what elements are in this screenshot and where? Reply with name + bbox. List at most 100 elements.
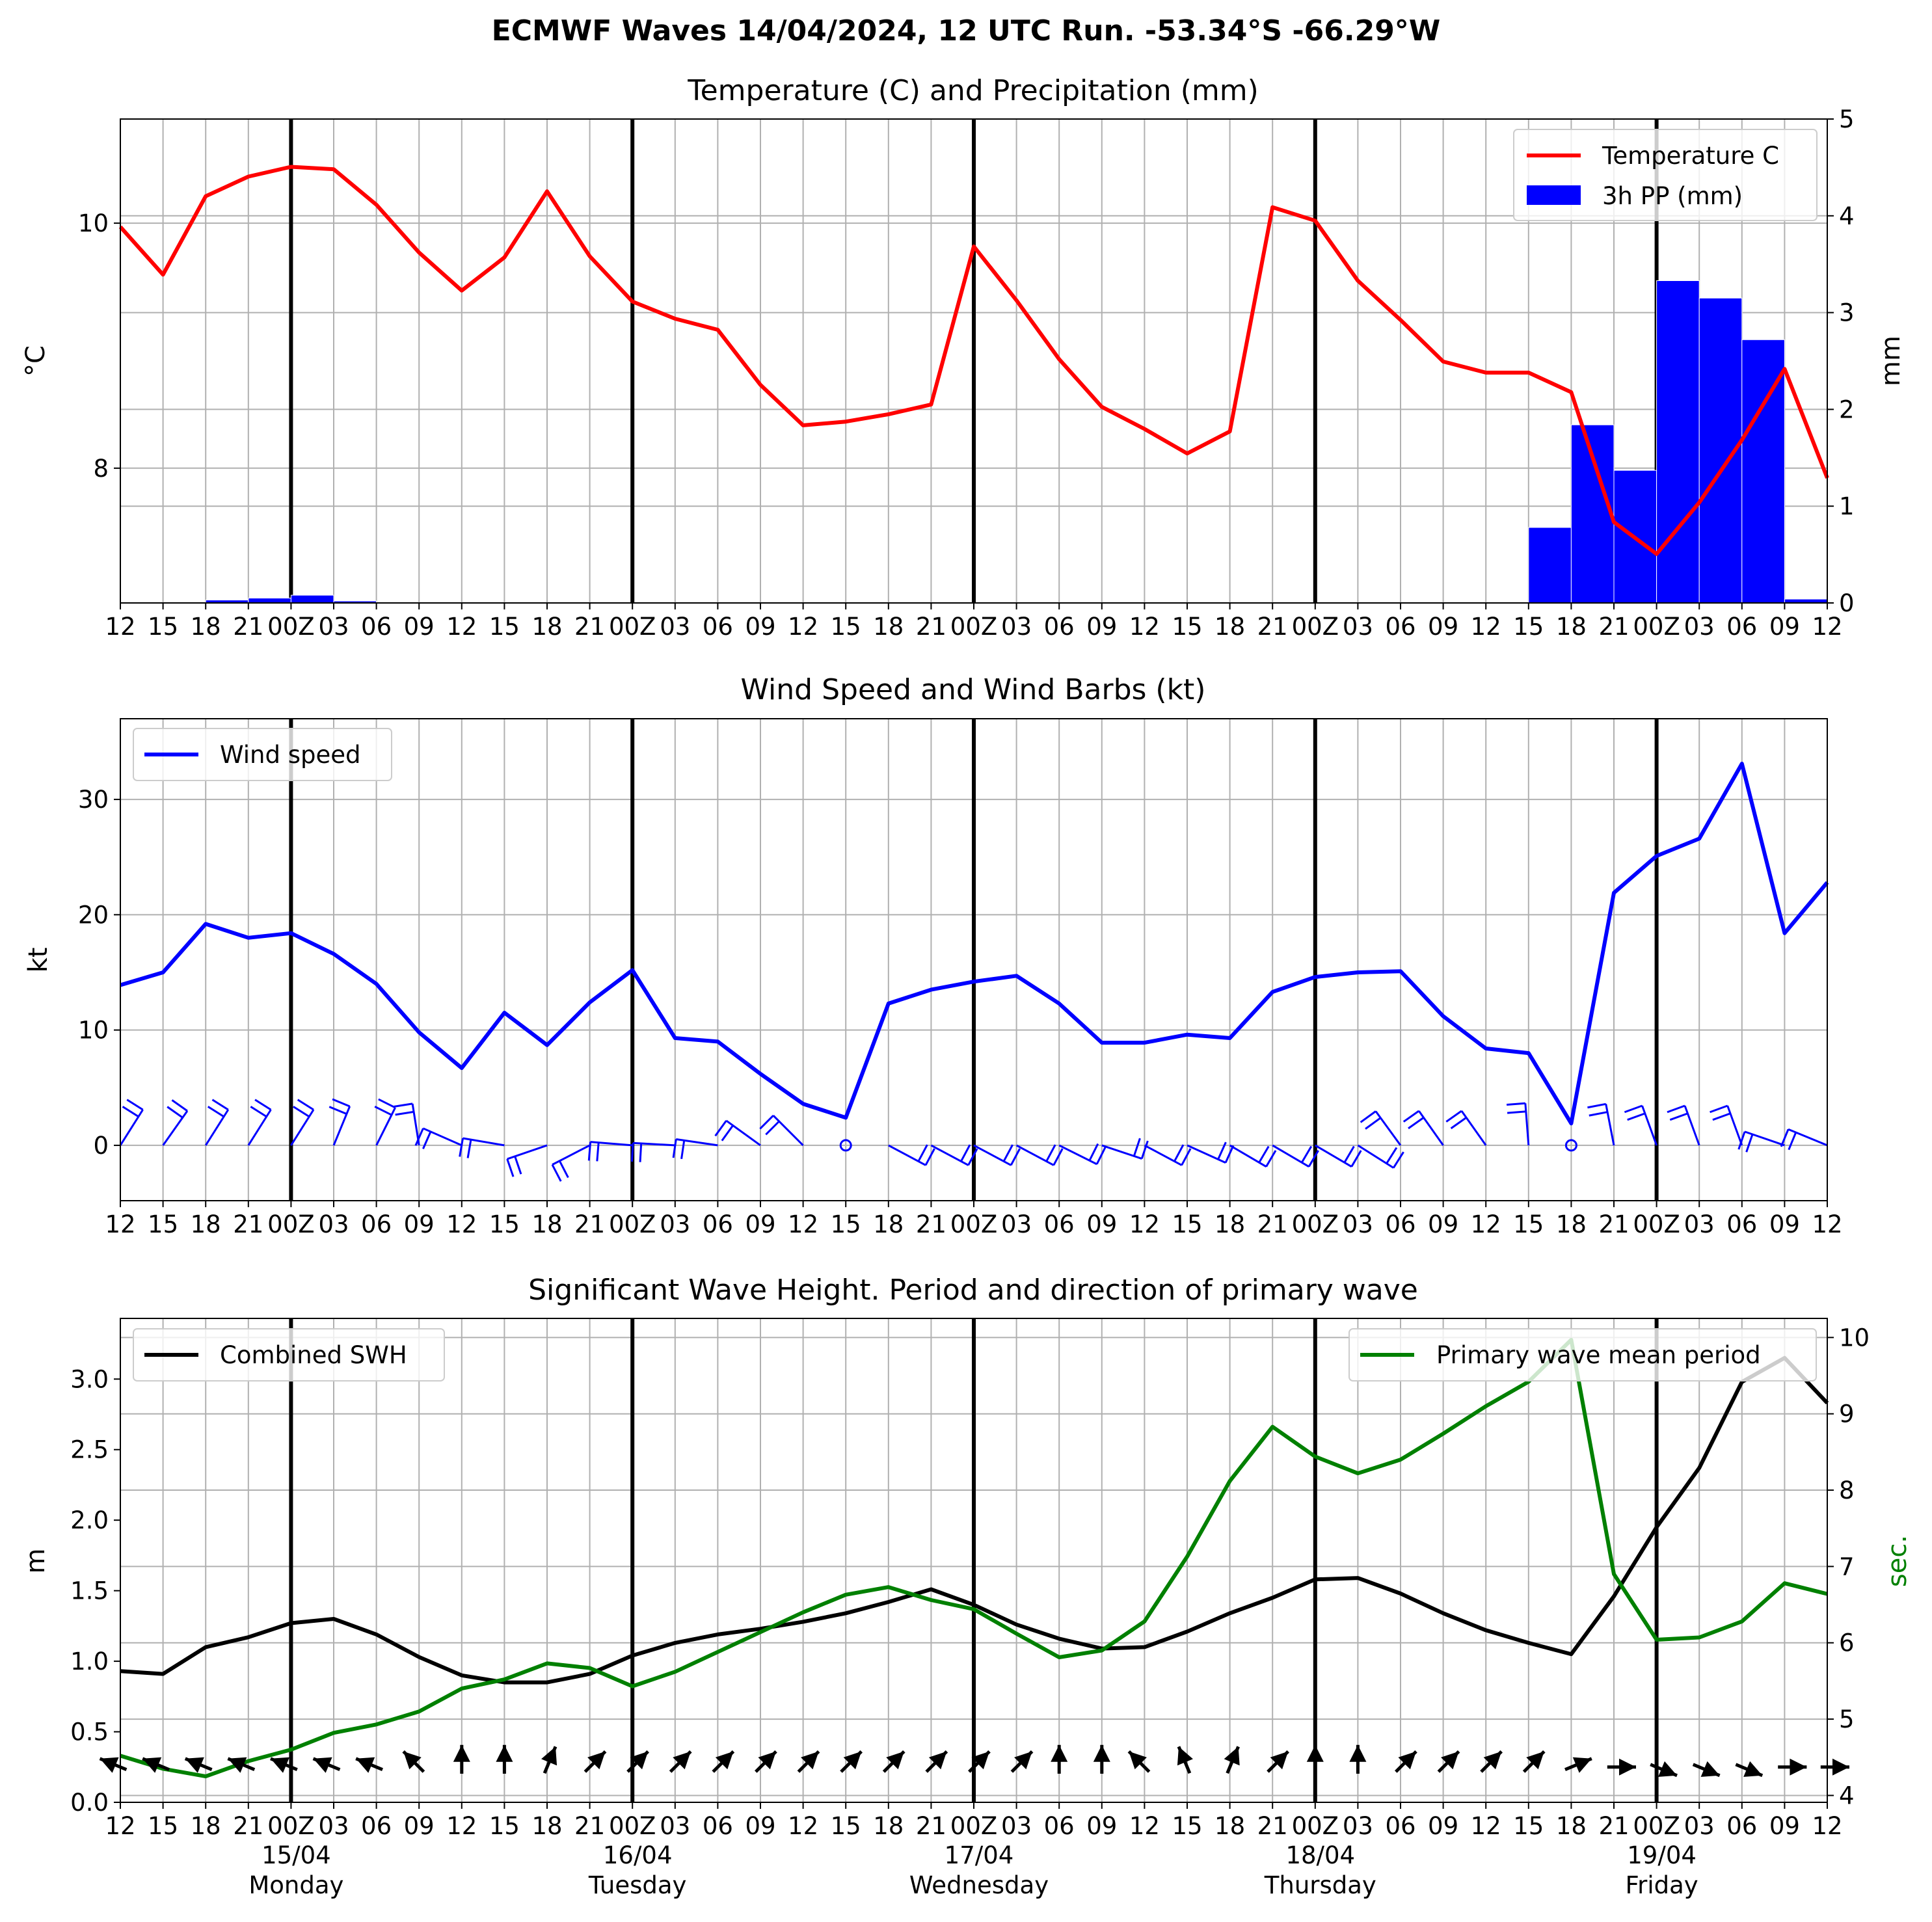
wind-speed-line bbox=[120, 762, 1829, 1126]
wind-barb-flag bbox=[378, 1098, 396, 1109]
panel3-ylabel: m bbox=[21, 1549, 51, 1574]
period-legend-label: Primary wave mean period bbox=[1436, 1341, 1761, 1369]
wind-barb-flag bbox=[1402, 1110, 1420, 1123]
x-tick-label: 09 bbox=[1769, 1812, 1800, 1840]
wind-barb-flag bbox=[765, 1120, 780, 1136]
x-tick-label: 06 bbox=[703, 1812, 733, 1840]
x-tick-label: 09 bbox=[745, 1210, 775, 1238]
wind-barb-flag bbox=[721, 1125, 734, 1141]
x-tick-label: 12 bbox=[105, 1210, 135, 1238]
temperature-line bbox=[118, 165, 1829, 556]
wind-barb-flag bbox=[1365, 1117, 1382, 1130]
x-tick-label: 06 bbox=[361, 1812, 392, 1840]
x-tick-label: 15 bbox=[148, 1812, 178, 1840]
wave-direction-arrow-head bbox=[142, 1757, 162, 1773]
x-tick-label: 00Z bbox=[950, 1210, 997, 1238]
panel3-legend-right: Primary wave mean period bbox=[1348, 1328, 1817, 1381]
wind-barb-flag bbox=[207, 1106, 224, 1118]
x-tick-label: 09 bbox=[745, 613, 775, 641]
x-tick-label: 00Z bbox=[609, 613, 656, 641]
wind-barb-staff bbox=[1144, 1144, 1183, 1166]
x-tick-label: 03 bbox=[1684, 613, 1715, 641]
wind-barb-flag bbox=[551, 1164, 562, 1182]
wind-barb-flag bbox=[459, 1138, 464, 1157]
x-tick-label: 06 bbox=[1044, 1210, 1075, 1238]
panel1-y2label: mm bbox=[1876, 336, 1906, 386]
x-tick-label: 15 bbox=[489, 1210, 520, 1238]
temperature-legend-label: Temperature C bbox=[1602, 142, 1779, 170]
x-tick-label: 00Z bbox=[1633, 613, 1680, 641]
wind-barb-flag bbox=[924, 1148, 935, 1166]
wind-barb-flag bbox=[1737, 1131, 1746, 1150]
wind-barb-flag bbox=[759, 1115, 774, 1130]
wave-direction-arrow-head bbox=[453, 1744, 470, 1762]
wind-barb-staff bbox=[1375, 1110, 1402, 1146]
wind-barb-flag bbox=[1780, 1128, 1790, 1147]
x-tick-label: 12 bbox=[446, 1210, 477, 1238]
wind-barb-staff bbox=[1187, 1144, 1226, 1164]
panel1-legend: Temperature C 3h PP (mm) bbox=[1513, 129, 1818, 221]
y-tick-label: 1.0 bbox=[70, 1648, 109, 1675]
wind-barb-staff bbox=[1229, 1144, 1267, 1168]
y-tick-label: 10 bbox=[78, 209, 109, 237]
wave-direction-arrow-head bbox=[1790, 1758, 1807, 1776]
x-tick-label: 06 bbox=[703, 613, 733, 641]
wind-barb-flag bbox=[596, 1142, 600, 1162]
wind-barb-flag bbox=[1343, 1145, 1355, 1164]
y-tick-label: 2.5 bbox=[70, 1436, 109, 1464]
wind-barb-flag bbox=[1174, 1144, 1185, 1162]
wind-barb-flag bbox=[1045, 1144, 1056, 1162]
wave-direction-arrow-head bbox=[1093, 1744, 1110, 1762]
date-label: 15/04 bbox=[262, 1841, 331, 1869]
x-tick-label: 00Z bbox=[1292, 613, 1339, 641]
y2-tick-label: 2 bbox=[1839, 395, 1855, 423]
wave-direction-arrow-head bbox=[1051, 1744, 1068, 1762]
wave-direction-arrow-head bbox=[496, 1744, 513, 1762]
x-tick-label: 09 bbox=[1428, 1812, 1458, 1840]
day-label: Thursday bbox=[1264, 1871, 1376, 1899]
y2-tick-label: 6 bbox=[1839, 1629, 1855, 1657]
y-tick-label: 0 bbox=[93, 1132, 109, 1160]
x-tick-label: 18 bbox=[191, 1812, 221, 1840]
wind-barb-calm bbox=[839, 1139, 852, 1152]
x-tick-label: 06 bbox=[361, 613, 392, 641]
wind-barb-flag bbox=[1624, 1104, 1643, 1114]
wind-barb-flag bbox=[630, 1143, 634, 1162]
wind-barb-staff bbox=[772, 1115, 804, 1146]
wind-barb-flag bbox=[1507, 1110, 1526, 1114]
x-tick-label: 09 bbox=[1428, 613, 1458, 641]
x-tick-label: 03 bbox=[1343, 1812, 1373, 1840]
wind-barb-flag bbox=[506, 1158, 515, 1177]
y2-tick-label: 3 bbox=[1839, 299, 1855, 327]
x-tick-label: 06 bbox=[1385, 1812, 1415, 1840]
x-tick-label: 09 bbox=[1769, 613, 1800, 641]
y2-tick-label: 8 bbox=[1839, 1476, 1855, 1504]
wind-barb-staff bbox=[633, 1141, 675, 1147]
wind-barb-flag bbox=[680, 1140, 686, 1160]
x-tick-label: 03 bbox=[318, 1812, 349, 1840]
wind-barb-flag bbox=[1140, 1140, 1149, 1159]
panel2-legend-box bbox=[133, 728, 392, 781]
wind-barb-flag bbox=[639, 1143, 643, 1162]
x-tick-label: 21 bbox=[1598, 1812, 1629, 1840]
wave-direction-arrow-head bbox=[313, 1757, 332, 1773]
wave-direction-arrow-head bbox=[843, 1751, 862, 1770]
y-tick-label: 30 bbox=[78, 786, 109, 814]
wind-barb-flag bbox=[587, 1141, 592, 1161]
x-tick-label: 03 bbox=[318, 1210, 349, 1238]
panel2-ticks: 12 15 18 21 00Z 03 06 09 12 15 18 21 00Z 03 06 09 12 15 18… bbox=[78, 786, 1843, 1238]
x-tick-label: 12 bbox=[788, 1210, 818, 1238]
wind-barb-staff bbox=[463, 1137, 505, 1147]
wind-barb-flag bbox=[422, 1131, 432, 1149]
x-tick-label: 00Z bbox=[267, 613, 314, 641]
wave-direction-arrow-head bbox=[1306, 1744, 1324, 1762]
wind-barb-flag bbox=[329, 1106, 347, 1115]
x-tick-label: 15 bbox=[148, 613, 178, 641]
x-tick-label: 15 bbox=[148, 1210, 178, 1238]
wind-barb-flag bbox=[1308, 1150, 1319, 1168]
x-tick-label: 00Z bbox=[1292, 1812, 1339, 1840]
precip-bar bbox=[1656, 280, 1700, 604]
wind-barb-flag bbox=[1265, 1150, 1277, 1168]
x-tick-label: 12 bbox=[1129, 613, 1160, 641]
x-tick-label: 09 bbox=[1769, 1210, 1800, 1238]
